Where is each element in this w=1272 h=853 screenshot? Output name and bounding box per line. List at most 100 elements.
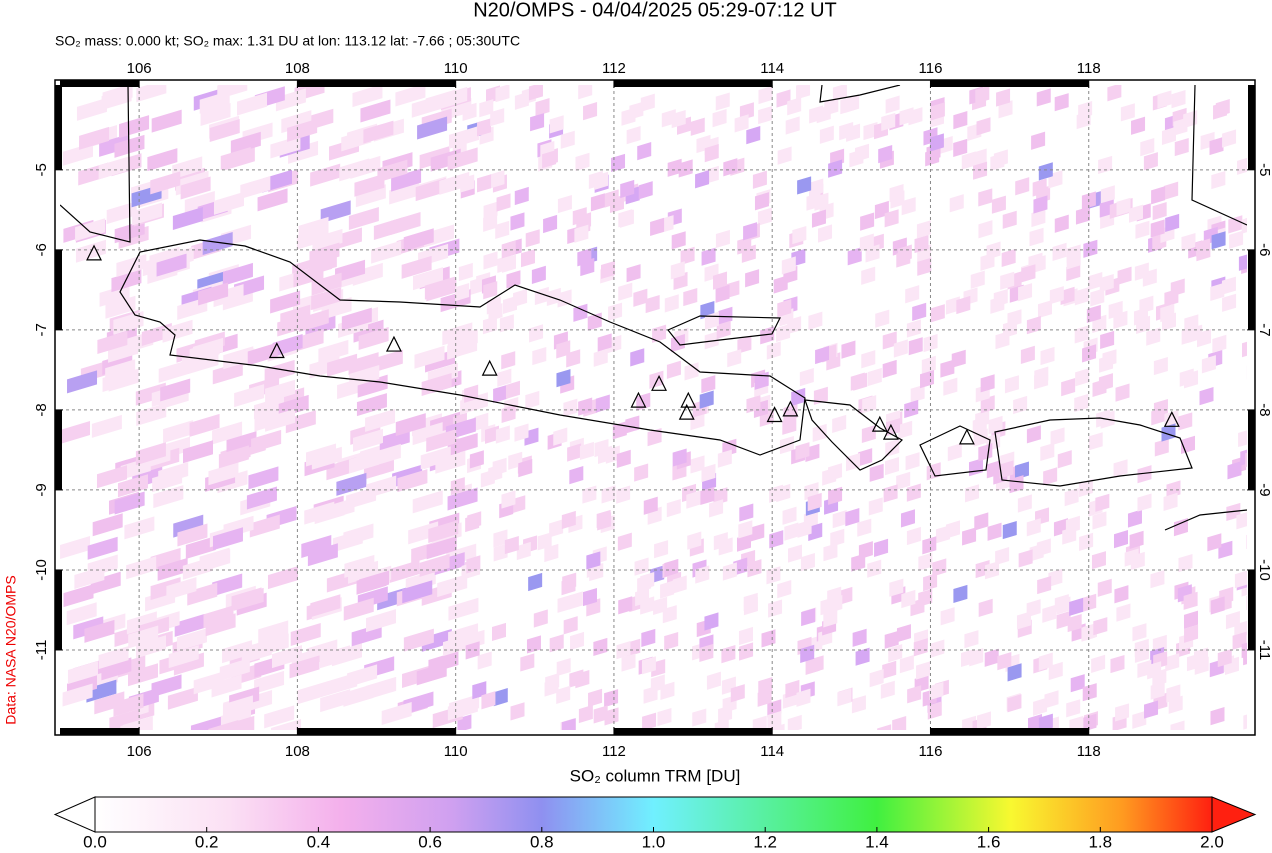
so2-pixel bbox=[426, 536, 457, 560]
so2-pixel bbox=[1238, 430, 1247, 448]
so2-pixel bbox=[964, 630, 979, 649]
so2-pixel bbox=[1095, 493, 1110, 512]
so2-pixel bbox=[62, 142, 93, 166]
so2-pixel bbox=[67, 660, 98, 684]
volcano bbox=[86, 244, 102, 261]
so2-pixel bbox=[272, 645, 303, 669]
so2-pixel bbox=[202, 232, 233, 256]
so2-pixel bbox=[880, 680, 895, 699]
so2-pixel bbox=[1199, 387, 1214, 406]
so2-pixel bbox=[837, 688, 852, 707]
so2-pixel bbox=[611, 153, 626, 173]
so2-pixel bbox=[1017, 494, 1032, 513]
so2-pixel bbox=[899, 655, 914, 674]
so2-pixel bbox=[666, 498, 681, 518]
so2-pixel bbox=[174, 613, 205, 637]
so2-pixel bbox=[222, 640, 253, 664]
so2-pixel bbox=[997, 652, 1012, 671]
so2-pixel bbox=[1020, 345, 1035, 364]
so2-pixel bbox=[666, 360, 681, 379]
so2-pixel bbox=[680, 246, 695, 266]
so2-pixel bbox=[439, 171, 470, 195]
so2-pixel bbox=[1115, 383, 1130, 402]
so2-pixel bbox=[426, 429, 457, 453]
so2-pixel bbox=[1054, 594, 1069, 613]
so2-pixel bbox=[743, 222, 758, 241]
so2-pixel bbox=[976, 711, 991, 730]
so2-pixel bbox=[832, 510, 847, 529]
so2-pixel bbox=[1082, 683, 1097, 702]
so2-pixel bbox=[212, 573, 243, 597]
so2-pixel bbox=[122, 715, 153, 730]
so2-pixel bbox=[814, 192, 829, 211]
so2-pixel bbox=[799, 368, 814, 387]
so2-pixel bbox=[1018, 283, 1033, 302]
so2-pixel bbox=[925, 148, 940, 167]
so2-pixel bbox=[403, 228, 434, 252]
so2-pixel bbox=[914, 234, 929, 254]
so2-pixel bbox=[1050, 427, 1065, 446]
so2-pixel bbox=[222, 262, 253, 286]
so2-pixel bbox=[265, 408, 296, 432]
so2-pixel bbox=[1091, 654, 1106, 674]
so2-pixel bbox=[350, 155, 381, 179]
so2-pixel bbox=[713, 487, 728, 506]
so2-pixel bbox=[233, 587, 264, 611]
so2-pixel bbox=[419, 553, 450, 577]
so2-pixel bbox=[363, 456, 394, 480]
y-tick-label: -5 bbox=[33, 163, 50, 176]
so2-pixel bbox=[687, 531, 702, 550]
so2-pixel bbox=[270, 290, 301, 314]
so2-pixel bbox=[1132, 623, 1147, 642]
so2-pixel bbox=[770, 723, 785, 730]
so2-pixel bbox=[270, 135, 301, 159]
so2-pixel bbox=[223, 346, 254, 370]
so2-pixel bbox=[1078, 478, 1093, 498]
so2-pixel bbox=[769, 530, 784, 549]
so2-pixel bbox=[117, 474, 148, 498]
so2-pixel bbox=[495, 85, 510, 103]
so2-pixel bbox=[1113, 459, 1128, 478]
so2-pixel bbox=[449, 125, 480, 149]
so2-pixel bbox=[908, 107, 923, 126]
so2-pixel bbox=[469, 450, 484, 469]
so2-pixel bbox=[1154, 438, 1169, 457]
so2-pixel bbox=[514, 186, 529, 206]
so2-pixel bbox=[428, 520, 459, 544]
so2-pixel bbox=[1026, 518, 1041, 537]
so2-pixel bbox=[493, 687, 508, 707]
so2-pixel bbox=[1246, 534, 1247, 550]
so2-pixel bbox=[940, 359, 955, 378]
so2-pixel bbox=[187, 582, 218, 606]
so2-pixel bbox=[135, 635, 166, 659]
so2-pixel bbox=[483, 213, 498, 232]
so2-pixel bbox=[247, 342, 278, 366]
so2-pixel bbox=[401, 255, 432, 279]
so2-pixel bbox=[840, 96, 855, 115]
so2-pixel bbox=[348, 352, 379, 376]
so2-pixel bbox=[1026, 599, 1041, 618]
so2-pixel bbox=[1115, 703, 1130, 722]
so2-pixel bbox=[917, 257, 932, 276]
so2-pixel bbox=[1215, 99, 1230, 118]
so2-pixel bbox=[371, 240, 402, 264]
so2-pixel bbox=[1228, 215, 1243, 234]
so2-pixel bbox=[101, 87, 132, 111]
so2-pixel bbox=[1211, 231, 1226, 250]
so2-pixel bbox=[501, 404, 516, 424]
so2-pixel bbox=[1243, 714, 1247, 730]
so2-pixel bbox=[776, 323, 791, 343]
so2-pixel bbox=[781, 256, 796, 275]
so2-pixel bbox=[652, 324, 667, 343]
so2-pixel bbox=[901, 197, 916, 216]
so2-pixel bbox=[859, 233, 874, 252]
so2-pixel bbox=[94, 691, 125, 715]
so2-pixel bbox=[787, 97, 802, 116]
volcanoes bbox=[86, 244, 1180, 445]
so2-pixel bbox=[377, 159, 408, 183]
so2-pixel bbox=[92, 513, 123, 537]
so2-pixel bbox=[647, 428, 662, 447]
so2-pixel bbox=[654, 540, 669, 559]
so2-pixel bbox=[978, 598, 993, 617]
